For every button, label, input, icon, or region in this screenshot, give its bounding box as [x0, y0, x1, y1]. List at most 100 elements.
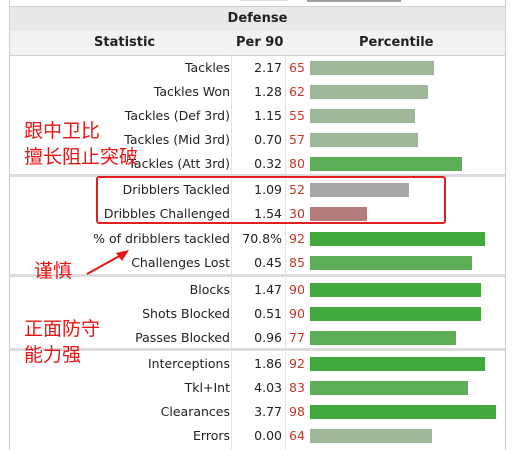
percentile-value: 30: [289, 206, 305, 221]
table-row: Blocks 1.47 90: [10, 278, 505, 302]
defense-stats-table: Defense Statistic Per 90 Percentile Tack…: [9, 0, 506, 450]
stat-name: Errors: [193, 428, 230, 443]
annotation-strong-defense: 正面防守 能力强: [24, 316, 100, 368]
table-row: Dribbles Challenged 1.54 30: [10, 202, 505, 226]
percentile-value: 92: [289, 356, 305, 371]
annotation-line: 能力强: [24, 344, 82, 366]
percentile-value: 57: [289, 132, 305, 147]
stat-name: Challenges Lost: [131, 255, 230, 270]
percentile-value: 77: [289, 330, 305, 345]
percentile-bar: [310, 133, 418, 147]
per90-value: 0.45: [254, 255, 282, 270]
percentile-bar: [310, 357, 485, 371]
table-row: Tackles (Att 3rd) 0.32 80: [10, 152, 505, 176]
table-row: Dribblers Tackled 1.09 52: [10, 178, 505, 202]
percentile-value: 65: [289, 60, 305, 75]
percentile-value: 90: [289, 282, 305, 297]
percentile-bar: [310, 256, 472, 270]
percentile-bar: [310, 307, 481, 321]
per90-value: 0.32: [254, 156, 282, 171]
per90-value: 1.15: [254, 108, 282, 123]
stat-name: % of dribblers tackled: [93, 231, 230, 246]
stat-name: Tackles (Mid 3rd): [124, 132, 230, 147]
table-row: % of dribblers tackled 70.8% 92: [10, 227, 505, 251]
percentile-bar: [310, 61, 434, 75]
stat-name: Shots Blocked: [142, 306, 230, 321]
stat-name: Passes Blocked: [135, 330, 230, 345]
stat-name: Tackles: [184, 60, 230, 75]
previous-section-remnant: [10, 0, 505, 6]
stat-name: Blocks: [189, 282, 230, 297]
percentile-bar: [310, 429, 432, 443]
table-row: Tackles (Def 3rd) 1.15 55: [10, 104, 505, 128]
per90-value: 0.70: [254, 132, 282, 147]
table-row: Interceptions 1.86 92: [10, 352, 505, 376]
stat-name: Tackles (Def 3rd): [124, 108, 230, 123]
table-row: Challenges Lost 0.45 85: [10, 251, 505, 275]
percentile-value: 55: [289, 108, 305, 123]
percentile-bar: [310, 109, 415, 123]
percentile-bar: [310, 331, 456, 345]
annotation-careful: 谨慎: [34, 260, 73, 282]
percentile-bar: [310, 157, 462, 171]
column-header-percentile[interactable]: Percentile: [359, 35, 434, 50]
stat-name: Interceptions: [147, 356, 230, 371]
percentile-bar: [310, 405, 496, 419]
percentile-bar: [310, 232, 485, 246]
percentile-value: 83: [289, 380, 305, 395]
table-row: Tackles 2.17 65: [10, 56, 505, 80]
percentile-value: 90: [289, 306, 305, 321]
per90-value: 3.77: [254, 404, 282, 419]
per90-value: 2.17: [254, 60, 282, 75]
table-row: Tackles (Mid 3rd) 0.70 57: [10, 128, 505, 152]
percentile-value: 64: [289, 428, 305, 443]
percentile-value: 80: [289, 156, 305, 171]
per90-value: 1.86: [254, 356, 282, 371]
percentile-bar: [310, 207, 367, 221]
percentile-value: 85: [289, 255, 305, 270]
group-separator: [10, 274, 505, 277]
annotation-line: 擅长阻止突破: [24, 146, 139, 168]
per90-value: 1.54: [254, 206, 282, 221]
percentile-value: 98: [289, 404, 305, 419]
annotation-line: 跟中卫比: [24, 120, 101, 142]
table-row: Clearances 3.77 98: [10, 400, 505, 424]
per90-value: 1.28: [254, 84, 282, 99]
column-divider: [231, 55, 232, 450]
percentile-bar: [310, 381, 468, 395]
percentile-bar: [310, 183, 409, 197]
per90-value: 70.8%: [242, 231, 282, 246]
per90-value: 0.51: [254, 306, 282, 321]
group-separator: [10, 174, 505, 177]
stat-name: Tackles (Att 3rd): [128, 156, 230, 171]
highlight-box: [96, 176, 446, 224]
percentile-bar: [310, 283, 481, 297]
per90-value: 0.00: [254, 428, 282, 443]
column-header-statistic[interactable]: Statistic: [94, 35, 156, 50]
table-row: Tackles Won 1.28 62: [10, 80, 505, 104]
section-header: Defense: [10, 6, 505, 32]
table-row: Errors 0.00 64: [10, 424, 505, 448]
annotation-line: 正面防守: [24, 318, 101, 340]
stat-name: Dribbles Challenged: [103, 206, 230, 221]
per90-value: 1.09: [254, 182, 282, 197]
stat-name: Tkl+Int: [184, 380, 230, 395]
percentile-value: 52: [289, 182, 305, 197]
percentile-value: 62: [289, 84, 305, 99]
annotation-vs-cb: 跟中卫比 擅长阻止突破: [24, 118, 138, 170]
column-divider: [285, 55, 286, 450]
group-separator: [10, 348, 505, 351]
stat-name: Tackles Won: [153, 84, 230, 99]
arrow-icon: [86, 250, 129, 275]
table-row: Shots Blocked 0.51 90: [10, 302, 505, 326]
table-row: Tkl+Int 4.03 83: [10, 376, 505, 400]
stat-name: Clearances: [160, 404, 230, 419]
column-header-per90[interactable]: Per 90: [236, 35, 284, 50]
per90-value: 0.96: [254, 330, 282, 345]
column-header-row: Statistic Per 90 Percentile: [10, 31, 505, 56]
percentile-value: 92: [289, 231, 305, 246]
stat-name: Dribblers Tackled: [122, 182, 230, 197]
percentile-bar: [310, 85, 428, 99]
per90-value: 1.47: [254, 282, 282, 297]
per90-value: 4.03: [254, 380, 282, 395]
